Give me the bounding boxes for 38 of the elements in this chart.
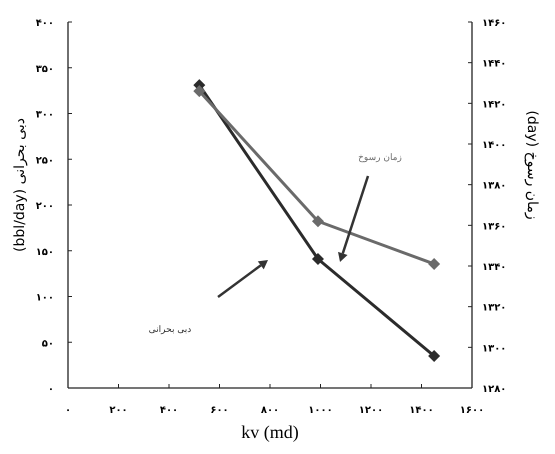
y-tick-label: ۴۰۰ xyxy=(36,18,54,29)
y2-tick-label: ۱۳۶۰ xyxy=(482,221,506,232)
x-tick-label: ۰ xyxy=(64,405,72,416)
text: زمان رسوخ xyxy=(358,153,402,163)
y-tick-label: ۱۰۰ xyxy=(36,292,54,304)
y2-tick-label: ۱۳۰۰ xyxy=(482,343,506,354)
x-tick-label: ۴۰۰ xyxy=(160,405,178,416)
point xyxy=(312,215,324,228)
x-tick-label: ۲۰۰ xyxy=(109,405,128,416)
y2-tick-label: ۱۳۲۰ xyxy=(482,302,506,314)
x-tick-label: ۱۰۰۰ xyxy=(308,405,333,416)
y2-axis-title: زمان رسوخ (day) xyxy=(524,110,540,220)
x-tick-label: ۸۰۰ xyxy=(260,405,280,416)
y-tick-label: ۳۰۰ xyxy=(36,110,54,120)
point xyxy=(193,85,206,98)
x-tick-label: ۱۲۰۰ xyxy=(358,405,384,416)
y-tick-label: ۰ xyxy=(48,384,54,395)
x-tick-label: ۱۴۰۰ xyxy=(409,405,434,416)
point xyxy=(428,258,440,270)
y2-tick-label: ۱۲۸۰ xyxy=(482,384,506,395)
x-tick-label: ۶۰۰ xyxy=(210,405,229,416)
y-tick-label: ۵۰ xyxy=(42,338,54,350)
y2-tick-label: ۱۴۰۰ xyxy=(482,140,506,151)
point xyxy=(312,252,324,265)
point xyxy=(428,350,440,362)
text: دبی بحرانی xyxy=(148,325,192,335)
x-tick-label: ۱۶۰۰ xyxy=(460,405,484,416)
y2-tick-label: ۱۴۴۰ xyxy=(482,58,506,70)
y-tick-label: ۳۵۰ xyxy=(36,64,54,75)
y-tick-label: ۲۰۰ xyxy=(36,201,54,212)
y2-tick-label: ۱۴۶۰ xyxy=(482,18,506,29)
y2-tick-label: ۱۳۴۰ xyxy=(482,262,506,273)
y-tick-label: ۲۵۰ xyxy=(36,155,54,166)
y2-tick-label: ۱۳۸۰ xyxy=(482,180,506,192)
y-tick-label: ۱۵۰ xyxy=(36,246,54,258)
x-axis-title: kv (md) xyxy=(241,422,299,442)
y-axis-title: دبی بحرانی (bbl/day) xyxy=(12,118,28,252)
y2-tick-label: ۱۴۲۰ xyxy=(482,99,506,110)
